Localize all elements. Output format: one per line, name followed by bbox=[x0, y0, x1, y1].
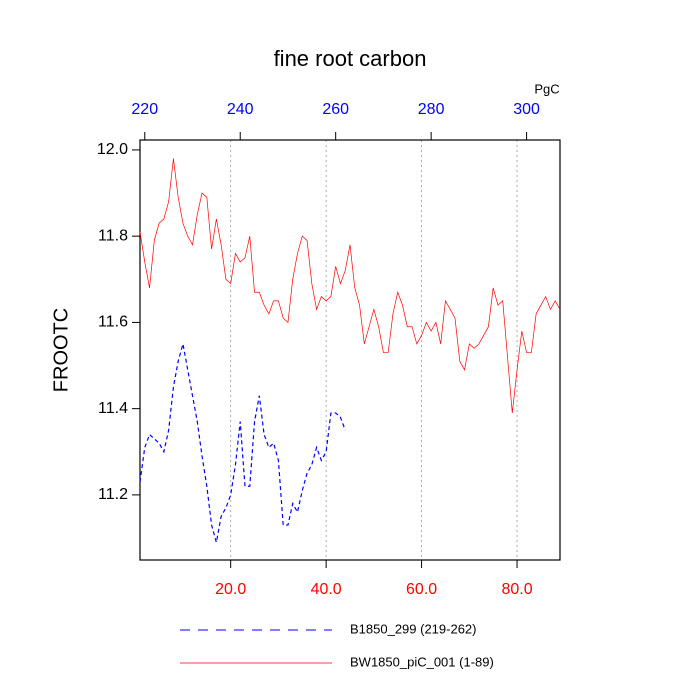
y-tick-label: 11.4 bbox=[98, 400, 128, 417]
y-tick-label: 11.2 bbox=[98, 486, 128, 503]
x2-tick-label: 220 bbox=[131, 101, 158, 118]
x-tick-label: 40.0 bbox=[311, 581, 342, 598]
top-axis-units: PgC bbox=[534, 81, 559, 96]
x2-tick-label: 280 bbox=[418, 101, 445, 118]
chart-title: fine root carbon bbox=[274, 46, 427, 71]
x-tick-label: 60.0 bbox=[406, 581, 437, 598]
x-tick-label: 20.0 bbox=[215, 581, 246, 598]
series-line bbox=[139, 158, 561, 413]
legend-label: B1850_299 (219-262) bbox=[350, 621, 477, 636]
y-tick-label: 11.8 bbox=[98, 227, 128, 244]
y-axis-label: FROOTC bbox=[50, 308, 72, 392]
x2-tick-label: 240 bbox=[227, 101, 254, 118]
x-tick-label: 80.0 bbox=[501, 581, 532, 598]
plot-frame bbox=[139, 139, 561, 561]
legend-label: BW1850_piC_001 (1-89) bbox=[350, 654, 494, 669]
x2-tick-label: 300 bbox=[513, 101, 540, 118]
y-tick-label: 12.0 bbox=[97, 141, 128, 158]
y-tick-label: 11.6 bbox=[98, 314, 128, 331]
series-line bbox=[139, 343, 346, 543]
x2-tick-label: 260 bbox=[322, 101, 349, 118]
